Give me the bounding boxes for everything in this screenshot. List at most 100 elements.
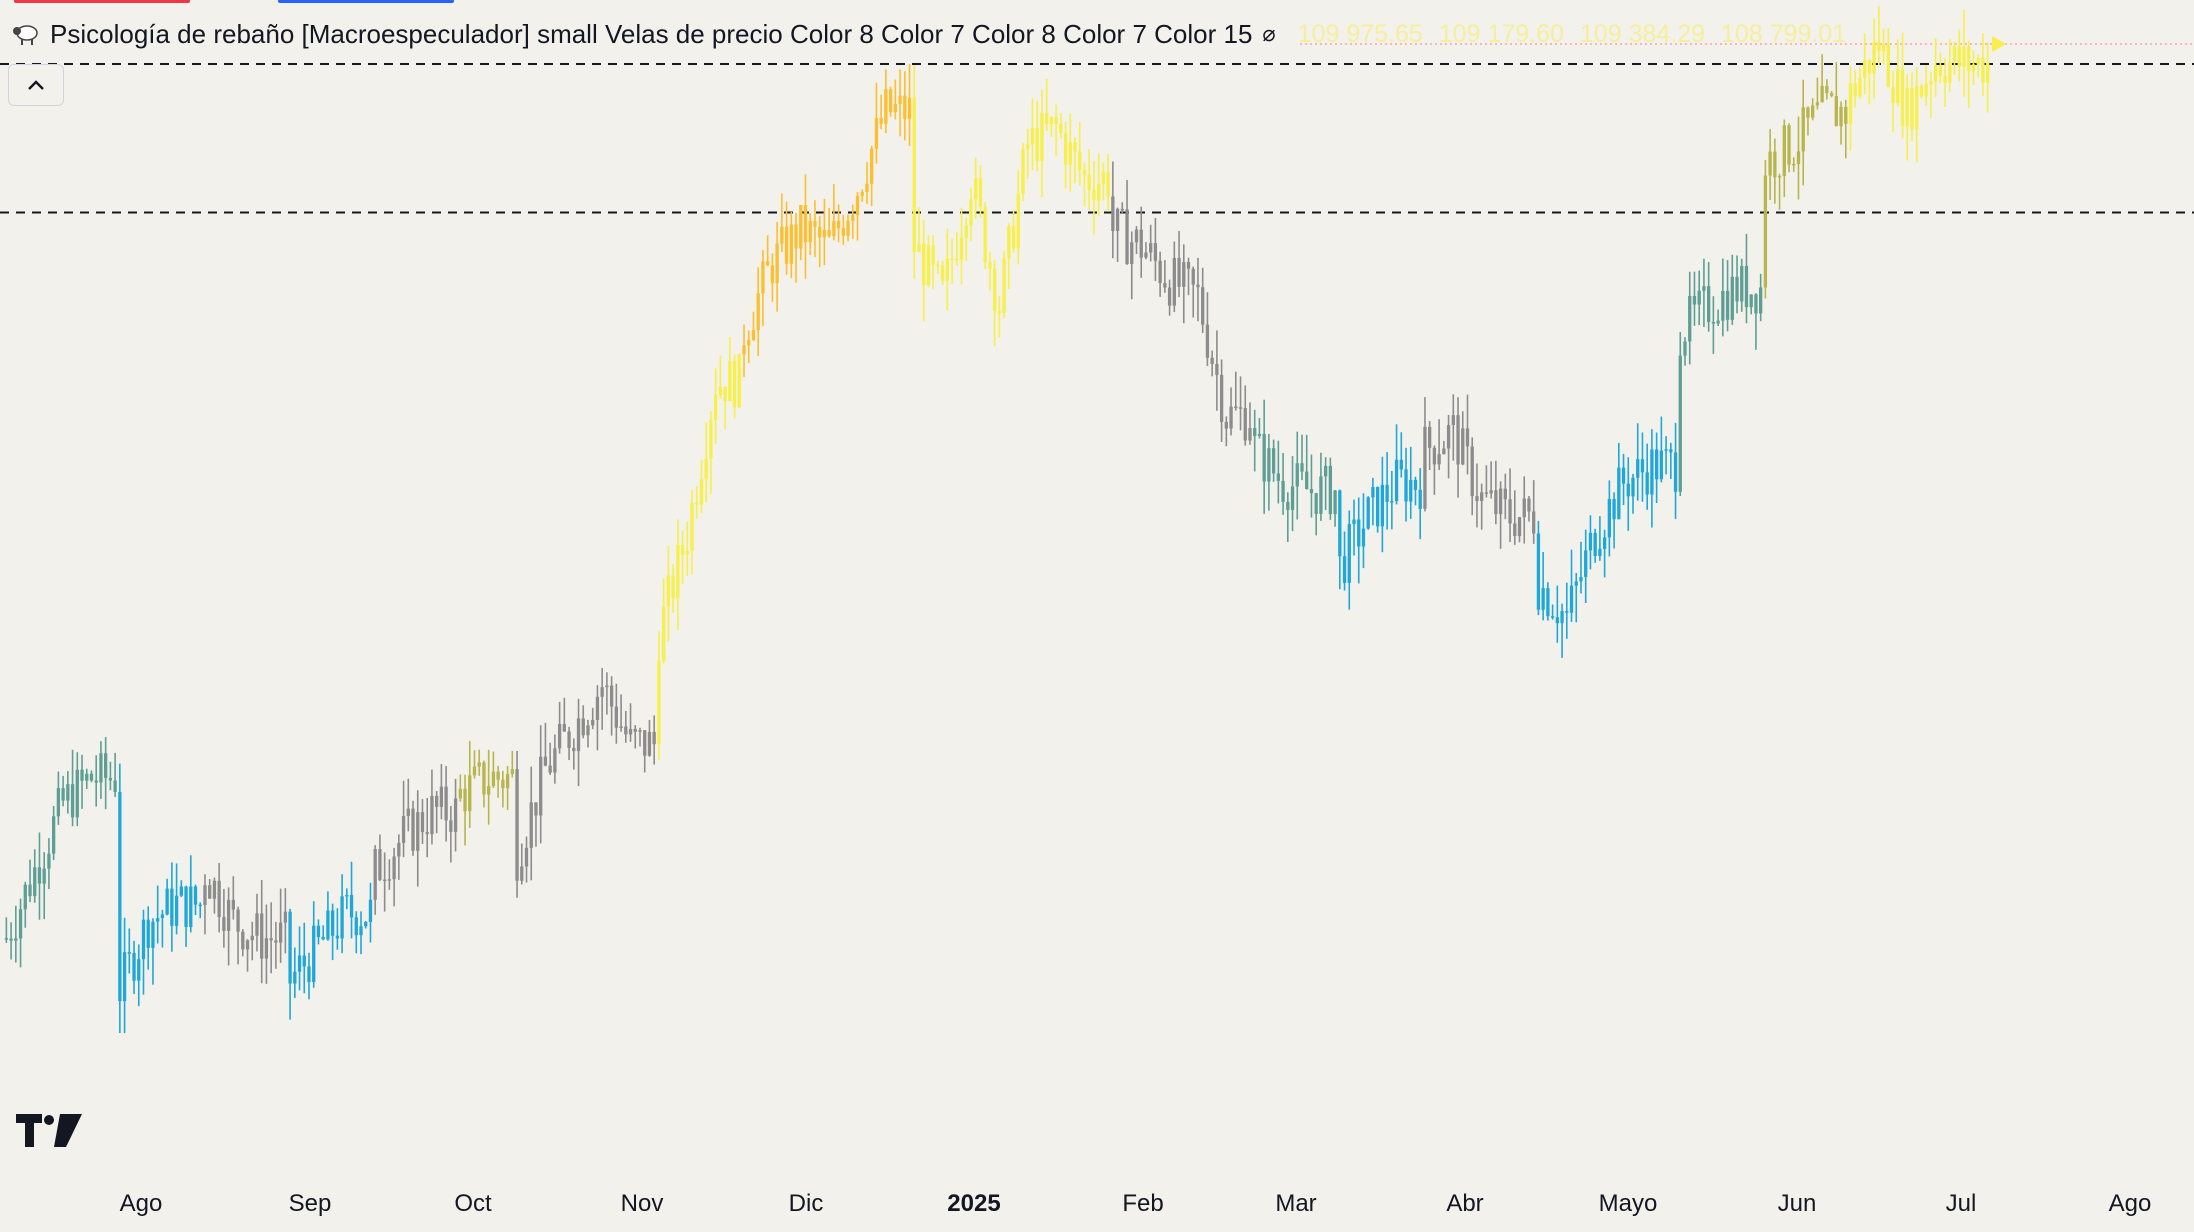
candle-body (1915, 85, 1919, 130)
candle-body (1347, 524, 1351, 583)
candle-body (397, 842, 401, 857)
candle-body (1026, 144, 1030, 150)
candle-body (614, 706, 619, 728)
candle-body (1673, 452, 1678, 492)
candle-body (127, 952, 131, 954)
candle-body (1078, 151, 1082, 171)
candle-body (969, 199, 973, 226)
candle-body (572, 747, 576, 752)
candle-body (1881, 44, 1886, 52)
candle-body (907, 97, 912, 120)
candle-body (1196, 284, 1200, 288)
price-chart[interactable] (0, 0, 2194, 1180)
tradingview-logo-icon[interactable] (16, 1112, 82, 1148)
candle-body (269, 938, 273, 941)
candle-body (1749, 294, 1753, 308)
last-price-arrow-icon (1992, 36, 2006, 53)
candle-body (884, 89, 888, 124)
candle-body (1867, 59, 1872, 74)
candle-body (870, 148, 874, 184)
candle-body (1451, 415, 1455, 426)
candle-body (827, 229, 831, 237)
candle-body (713, 395, 718, 421)
candle-body (775, 243, 779, 284)
candle-body (283, 911, 288, 923)
candle-body (1375, 487, 1380, 527)
candle-body (1404, 469, 1408, 502)
candle-body (766, 261, 770, 266)
candle-body (1134, 229, 1139, 243)
candle-body (704, 458, 708, 480)
candle-body (912, 97, 916, 252)
candle-body (297, 955, 302, 972)
candle-body (836, 220, 841, 229)
candle-body (1011, 226, 1016, 249)
candle-body (302, 955, 306, 967)
candle-body (1286, 501, 1290, 510)
candle-body (1480, 492, 1484, 501)
candle-body (557, 724, 562, 749)
candle-body (212, 880, 217, 899)
collapse-legend-button[interactable] (8, 64, 64, 106)
candle-body (1153, 243, 1158, 261)
candle-body (1035, 127, 1039, 162)
candle-body (1777, 175, 1782, 178)
candle-body (808, 220, 812, 243)
candle-body (832, 220, 836, 237)
candle-body (89, 773, 94, 781)
candle-body (487, 786, 491, 795)
candle-body (657, 660, 661, 745)
candle-body (1177, 257, 1181, 287)
candle-body (335, 935, 340, 939)
candle-body (42, 868, 46, 884)
candle-body (959, 237, 964, 260)
candle-body (1664, 449, 1668, 451)
candle-body (1688, 295, 1692, 342)
candle-body (1546, 588, 1550, 617)
candle-body (874, 118, 879, 149)
candle-body (401, 815, 406, 843)
candle-body (1952, 46, 1957, 63)
candle-body (1352, 519, 1356, 525)
candle-body (624, 726, 628, 735)
candle-body (799, 205, 803, 249)
candle-body (1711, 322, 1716, 324)
candle-body (1848, 83, 1853, 124)
candle-body (1877, 42, 1881, 52)
candle-body (1016, 194, 1020, 249)
candle-body (1361, 528, 1366, 547)
candle-body (482, 762, 486, 795)
candle-body (1929, 81, 1933, 85)
candle-body (879, 118, 883, 124)
candle-body (1503, 488, 1507, 500)
candle-body (922, 243, 926, 285)
candle-body (1049, 117, 1054, 125)
candle-body (1702, 286, 1706, 291)
candle-body (1167, 287, 1172, 306)
candle-body (226, 899, 231, 931)
candle-body (326, 910, 330, 940)
candle-body (1579, 577, 1583, 582)
candle-body (378, 849, 382, 880)
candle-body (1248, 428, 1252, 441)
candle-body (312, 925, 316, 983)
candle-body (1721, 290, 1725, 321)
candle-body (1508, 499, 1512, 524)
eye-off-icon[interactable]: ⌀ (1262, 21, 1276, 46)
candles (4, 6, 1990, 1034)
candle-body (1801, 107, 1805, 152)
time-axis[interactable]: Ago Sep Oct Nov Dic 2025 Feb Mar Abr Mayo Jun Jul Ag… (0, 1180, 2194, 1232)
candle-body (250, 935, 254, 941)
candle-body (1205, 324, 1210, 358)
top-indicator-red (14, 0, 190, 3)
candle-body (99, 753, 103, 783)
candle-body (1191, 268, 1195, 285)
candle-body (1007, 226, 1011, 259)
candle-body (1513, 523, 1517, 537)
x-tick-label: Mayo (1598, 1190, 1658, 1217)
x-tick-label: Dic (788, 1190, 824, 1217)
candle-body (1446, 425, 1451, 449)
candle-body (14, 938, 18, 941)
indicator-legend[interactable]: Psicología de rebaño [Macroespeculador] … (12, 16, 1846, 52)
candle-body (1428, 426, 1432, 448)
